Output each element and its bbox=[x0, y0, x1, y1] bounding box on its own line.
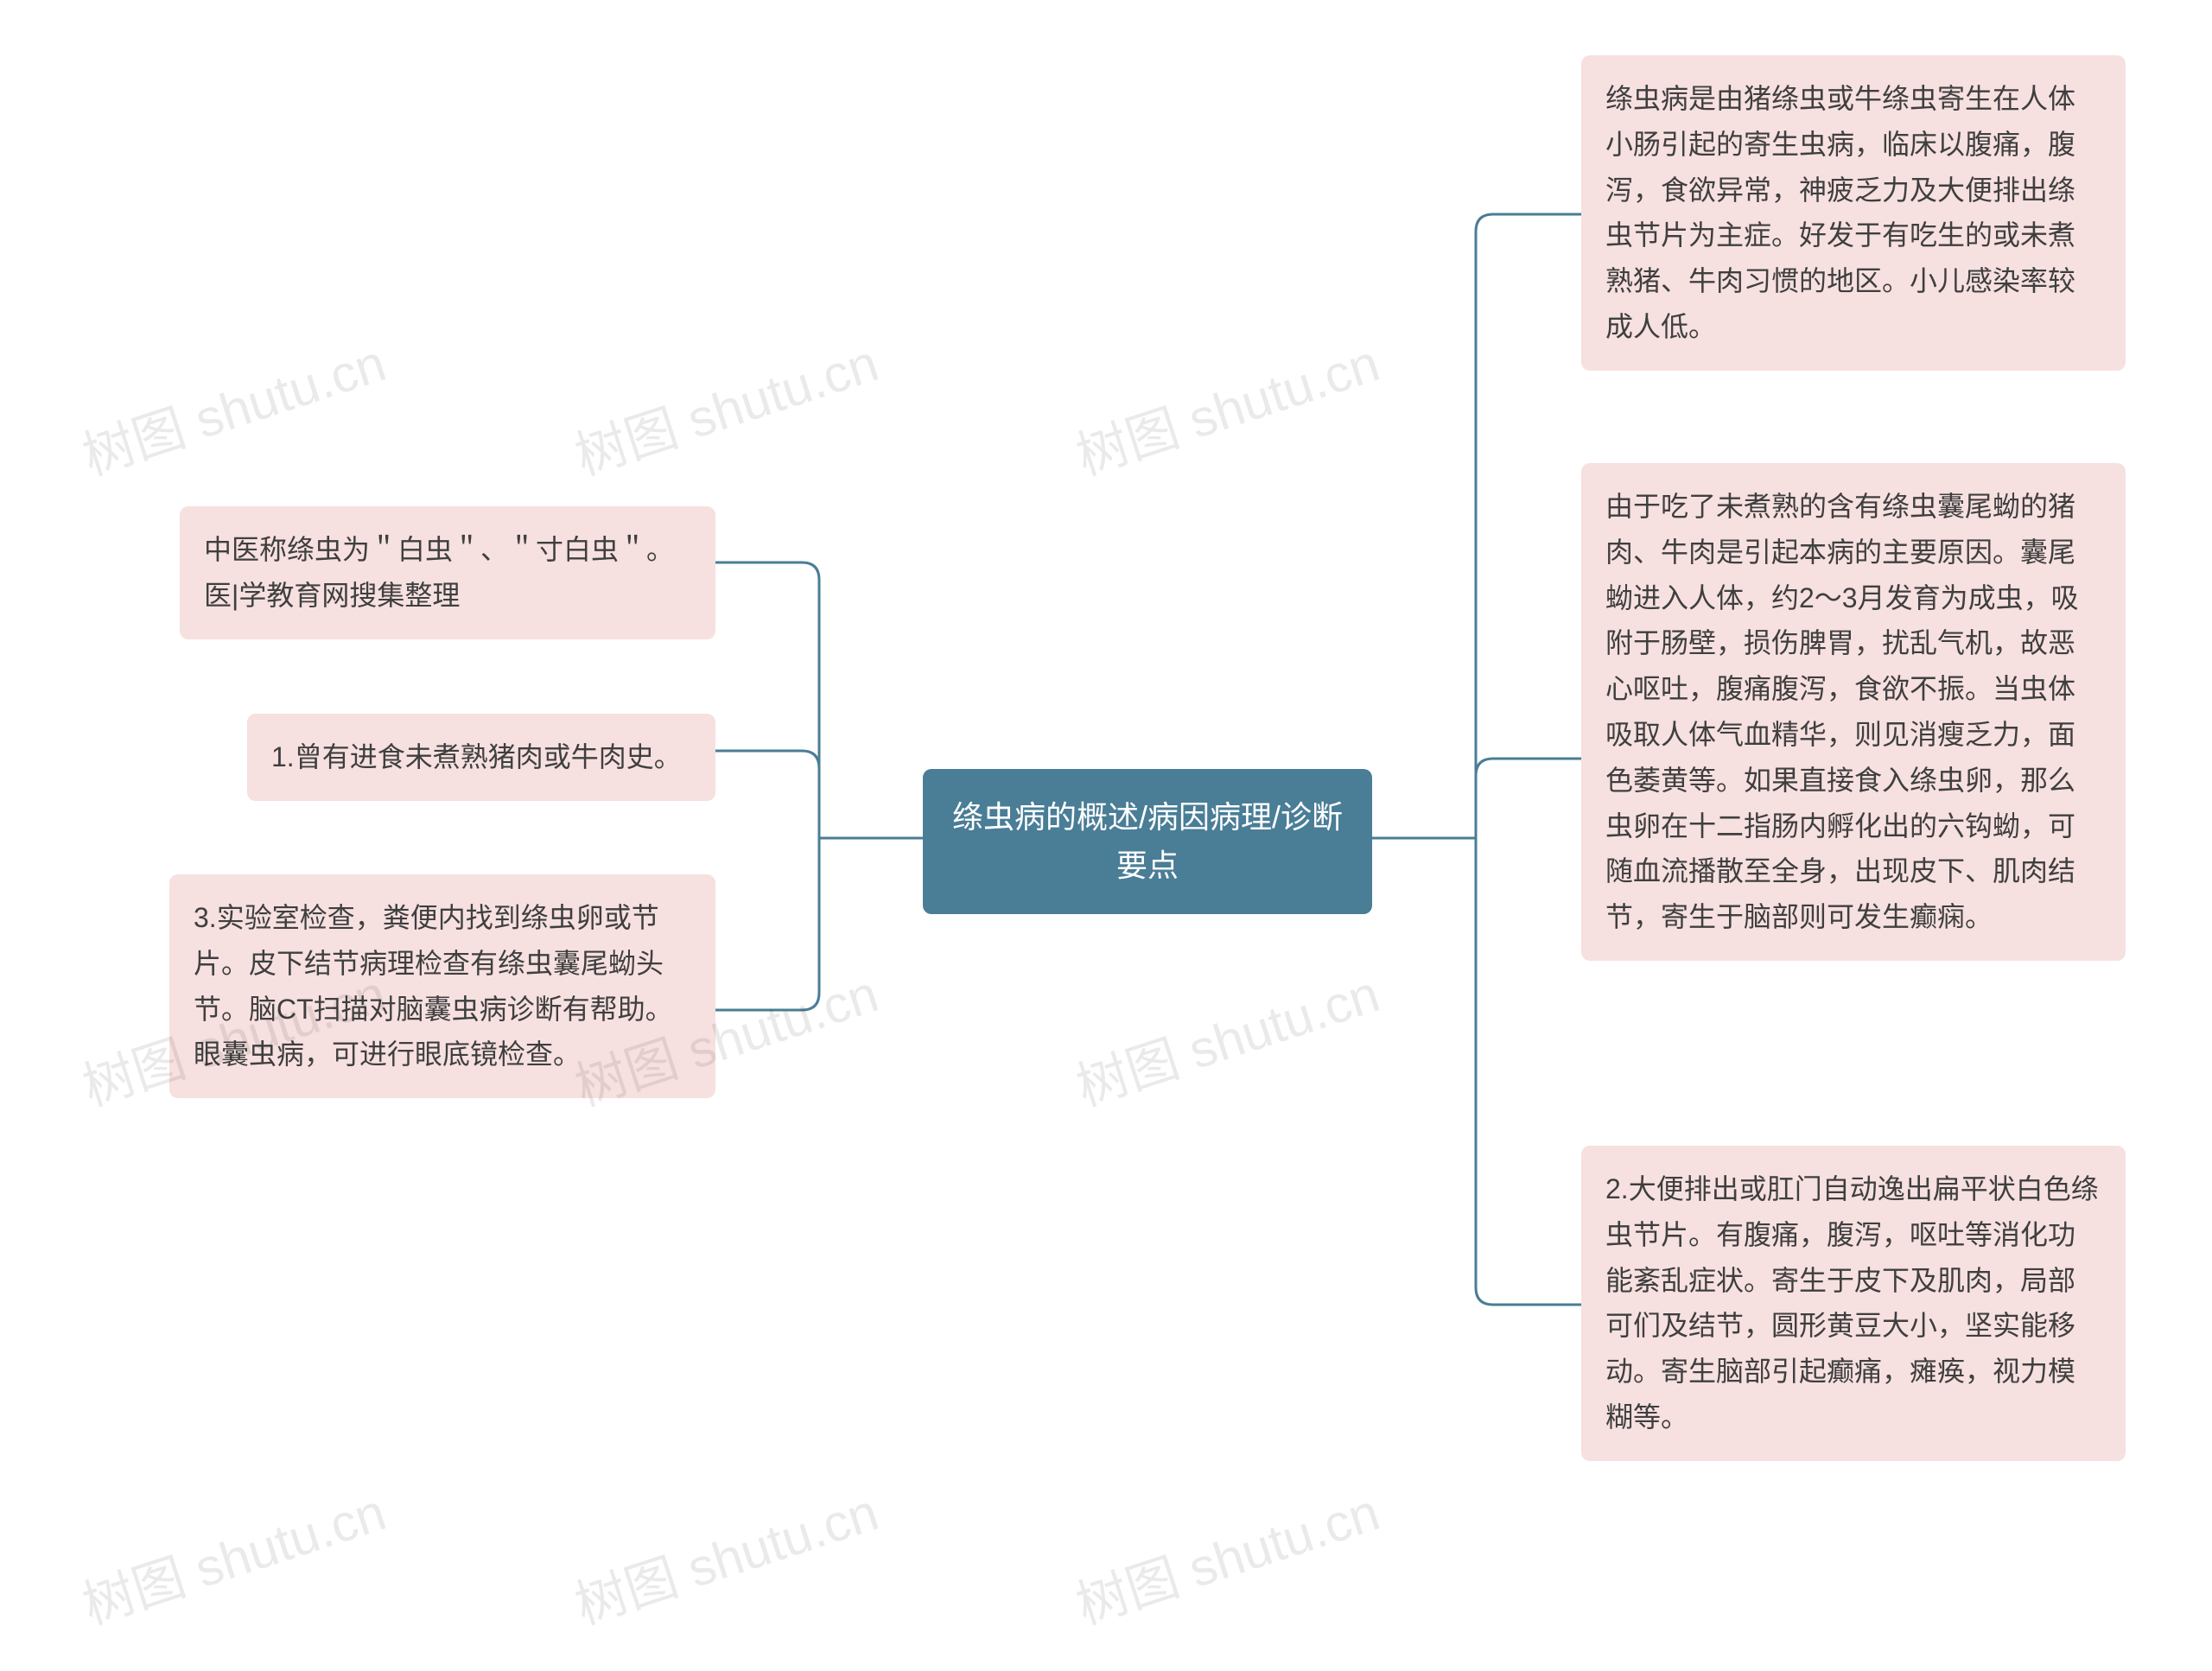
mindmap-right-node-1: 绦虫病是由猪绦虫或牛绦虫寄生在人体小肠引起的寄生虫病，临床以腹痛，腹泻，食欲异常… bbox=[1581, 55, 2126, 371]
watermark: 树图 shutu.cn bbox=[1065, 321, 1388, 490]
watermark: 树图 shutu.cn bbox=[72, 321, 394, 490]
watermark: 树图 shutu.cn bbox=[1065, 952, 1388, 1121]
watermark: 树图 shutu.cn bbox=[564, 1471, 887, 1639]
watermark: 树图 shutu.cn bbox=[564, 321, 887, 490]
mindmap-left-node-1: 中医称绦虫为＂白虫＂、＂寸白虫＂。医|学教育网搜集整理 bbox=[180, 506, 715, 639]
mindmap-right-node-2: 由于吃了未煮熟的含有绦虫囊尾蚴的猪肉、牛肉是引起本病的主要原因。囊尾蚴进入人体，… bbox=[1581, 463, 2126, 961]
mindmap-center-node: 绦虫病的概述/病因病理/诊断要点 bbox=[923, 769, 1372, 914]
mindmap-left-node-2: 1.曾有进食未煮熟猪肉或牛肉史。 bbox=[247, 714, 715, 801]
mindmap-right-node-3: 2.大便排出或肛门自动逸出扁平状白色绦虫节片。有腹痛，腹泻，呕吐等消化功能紊乱症… bbox=[1581, 1146, 2126, 1461]
watermark: 树图 shutu.cn bbox=[72, 1471, 394, 1639]
mindmap-left-node-3: 3.实验室检查，粪便内找到绦虫卵或节片。皮下结节病理检查有绦虫囊尾蚴头节。脑CT… bbox=[169, 874, 715, 1098]
watermark: 树图 shutu.cn bbox=[1065, 1471, 1388, 1639]
